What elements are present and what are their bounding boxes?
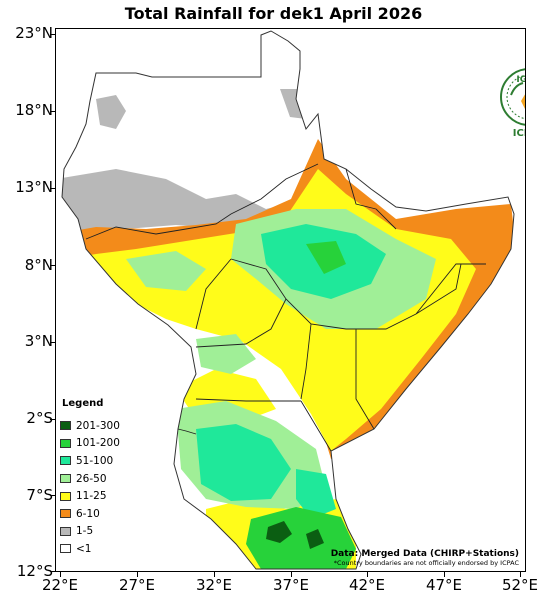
- legend-label: 11-25: [76, 490, 107, 503]
- igad-icpac-logo: IGAD ICPAC: [493, 65, 526, 145]
- legend-label: <1: [76, 542, 92, 555]
- legend: Legend 201-300 101-200 51-100 26-50 11-25 6-1…: [60, 398, 138, 558]
- logo-wordmark: IGAD: [516, 75, 526, 85]
- legend-swatch: [60, 544, 71, 554]
- lat-label-8n: 8°N: [24, 256, 53, 274]
- source-note: Data: Merged Data (CHIRP+Stations) *Coun…: [331, 549, 519, 567]
- logo-emblem-icon: IGAD: [500, 68, 526, 126]
- lon-label-52e: 52°E: [501, 576, 539, 594]
- legend-label: 26-50: [76, 472, 107, 485]
- legend-label: 51-100: [76, 454, 114, 467]
- rain-zone-51-100: [196, 424, 291, 501]
- data-source-label: Data: Merged Data (CHIRP+Stations): [330, 549, 519, 559]
- lon-tick: [291, 572, 292, 577]
- lat-label-18n: 18°N: [15, 101, 53, 119]
- lat-label-7s: 7°S: [26, 486, 53, 504]
- lat-tick: [50, 111, 55, 112]
- legend-item: 51-100: [60, 452, 138, 470]
- legend-label: 1-5: [76, 525, 94, 538]
- lon-tick: [60, 572, 61, 577]
- lon-tick: [520, 572, 521, 577]
- legend-label: 6-10: [76, 507, 100, 520]
- lat-tick: [50, 495, 55, 496]
- lon-label-32e: 32°E: [195, 576, 233, 594]
- rain-zone-1-5: [96, 95, 126, 129]
- rainfall-map: [61, 30, 515, 570]
- lat-tick: [50, 265, 55, 266]
- rain-zone-101-200: [306, 241, 346, 274]
- legend-item: 201-300: [60, 417, 138, 435]
- legend-swatch: [60, 438, 71, 448]
- legend-label: 201-300: [76, 419, 120, 432]
- lat-tick: [50, 188, 55, 189]
- legend-label: 101-200: [76, 437, 120, 450]
- legend-item: <1: [60, 540, 138, 558]
- lon-tick: [367, 572, 368, 577]
- rain-zone-201-300: [266, 521, 292, 543]
- rain-zone-51-100: [296, 469, 336, 519]
- rain-zone-201-300: [306, 529, 324, 549]
- legend-item: 11-25: [60, 487, 138, 505]
- lat-tick: [50, 34, 55, 35]
- lat-label-13n: 13°N: [15, 178, 53, 196]
- lat-label-23n: 23°N: [15, 24, 53, 42]
- lon-label-42e: 42°E: [348, 576, 386, 594]
- lat-label-12s: 12°S: [16, 562, 53, 580]
- logo-subtext: ICPAC: [512, 128, 525, 139]
- map-title: Total Rainfall for dek1 April 2026: [124, 4, 423, 23]
- lon-label-37e: 37°E: [272, 576, 310, 594]
- legend-swatch: [60, 509, 71, 519]
- rain-zone-101-200: [246, 507, 356, 569]
- lat-label-2s: 2°S: [26, 409, 53, 427]
- lon-tick: [137, 572, 138, 577]
- legend-swatch: [60, 474, 71, 484]
- legend-item: 6-10: [60, 505, 138, 523]
- lat-tick: [50, 571, 55, 572]
- legend-swatch: [60, 491, 71, 501]
- legend-item: 1-5: [60, 523, 138, 541]
- lon-tick: [444, 572, 445, 577]
- lat-tick: [50, 419, 55, 420]
- legend-item: 26-50: [60, 470, 138, 488]
- legend-items: 201-300 101-200 51-100 26-50 11-25 6-10 1-5 <1: [60, 417, 138, 558]
- legend-swatch: [60, 456, 71, 466]
- country-boundaries: [85, 163, 486, 452]
- legend-swatch: [60, 421, 71, 431]
- lat-label-3n: 3°N: [24, 332, 53, 350]
- legend-swatch: [60, 526, 71, 536]
- lon-label-22e: 22°E: [41, 576, 79, 594]
- lon-label-27e: 27°E: [118, 576, 156, 594]
- legend-item: 101-200: [60, 435, 138, 453]
- boundary-disclaimer: *Country boundaries are not officially e…: [333, 559, 519, 567]
- lat-tick: [50, 342, 55, 343]
- rain-zone-26-50: [126, 251, 206, 291]
- legend-title: Legend: [62, 398, 104, 409]
- lon-label-47e: 47°E: [425, 576, 463, 594]
- lon-tick: [214, 572, 215, 577]
